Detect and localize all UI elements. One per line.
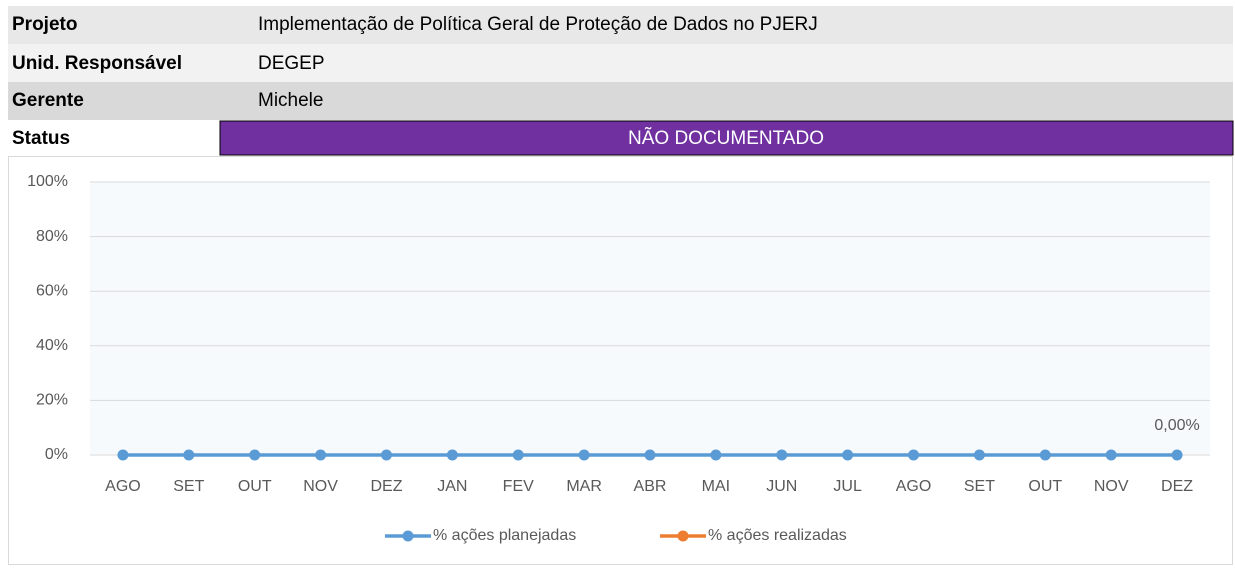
- status-value: NÃO DOCUMENTADO: [628, 127, 824, 149]
- row-label: Unid. Responsável: [12, 53, 182, 74]
- y-tick-label: 100%: [27, 173, 68, 190]
- marker: [1105, 449, 1117, 461]
- x-tick-label: AGO: [896, 478, 932, 495]
- legend-label: % ações planejadas: [433, 527, 576, 544]
- plot-area: [90, 182, 1210, 455]
- y-tick-label: 80%: [36, 228, 68, 245]
- x-tick-label: SET: [964, 478, 995, 495]
- row-label: Status: [12, 128, 70, 149]
- x-tick-label: JUL: [833, 478, 862, 495]
- y-tick-label: 60%: [36, 282, 68, 299]
- row-value: Michele: [258, 90, 323, 111]
- row-bg: [8, 82, 1233, 120]
- x-tick-label: MAR: [566, 478, 602, 495]
- marker: [315, 449, 327, 461]
- x-tick-label: NOV: [303, 478, 338, 495]
- marker: [446, 449, 458, 461]
- y-tick-label: 20%: [36, 392, 68, 409]
- row-label: Projeto: [12, 14, 77, 35]
- row-bg: [8, 44, 1233, 82]
- x-tick-label: MAI: [702, 478, 730, 495]
- legend-label: % ações realizadas: [708, 527, 847, 544]
- marker: [1171, 449, 1183, 461]
- marker: [380, 449, 392, 461]
- x-tick-label: NOV: [1094, 478, 1129, 495]
- x-tick-label: DEZ: [370, 478, 402, 495]
- data-label: 0,00%: [1154, 417, 1199, 434]
- marker: [249, 449, 261, 461]
- x-tick-label: SET: [173, 478, 204, 495]
- row-bg: [8, 120, 220, 156]
- legend-marker: [402, 530, 414, 542]
- marker: [644, 449, 656, 461]
- x-tick-label: DEZ: [1161, 478, 1193, 495]
- marker: [908, 449, 920, 461]
- row-value: Implementação de Política Geral de Prote…: [258, 14, 818, 35]
- marker: [117, 449, 129, 461]
- marker: [973, 449, 985, 461]
- x-tick-label: FEV: [503, 478, 534, 495]
- status-box: [219, 120, 1234, 156]
- marker: [1039, 449, 1051, 461]
- x-tick-label: JUN: [766, 478, 797, 495]
- marker: [776, 449, 788, 461]
- x-tick-label: ABR: [634, 478, 667, 495]
- x-tick-label: JAN: [437, 478, 467, 495]
- row-bg: [8, 6, 1233, 44]
- row-value: DEGEP: [258, 53, 325, 74]
- y-tick-label: 0%: [45, 446, 68, 463]
- chart: 0% 20% 40% 60% 80% 100% AGO SET OUT NOV DEZ JAN FEV M…: [27, 173, 1210, 544]
- marker: [842, 449, 854, 461]
- marker: [578, 449, 590, 461]
- marker: [183, 449, 195, 461]
- x-tick-label: OUT: [1028, 478, 1062, 495]
- row-label: Gerente: [12, 90, 84, 111]
- y-tick-label: 40%: [36, 337, 68, 354]
- marker: [512, 449, 524, 461]
- x-tick-label: OUT: [238, 478, 272, 495]
- marker: [710, 449, 722, 461]
- x-tick-label: AGO: [105, 478, 141, 495]
- legend-marker: [677, 530, 689, 542]
